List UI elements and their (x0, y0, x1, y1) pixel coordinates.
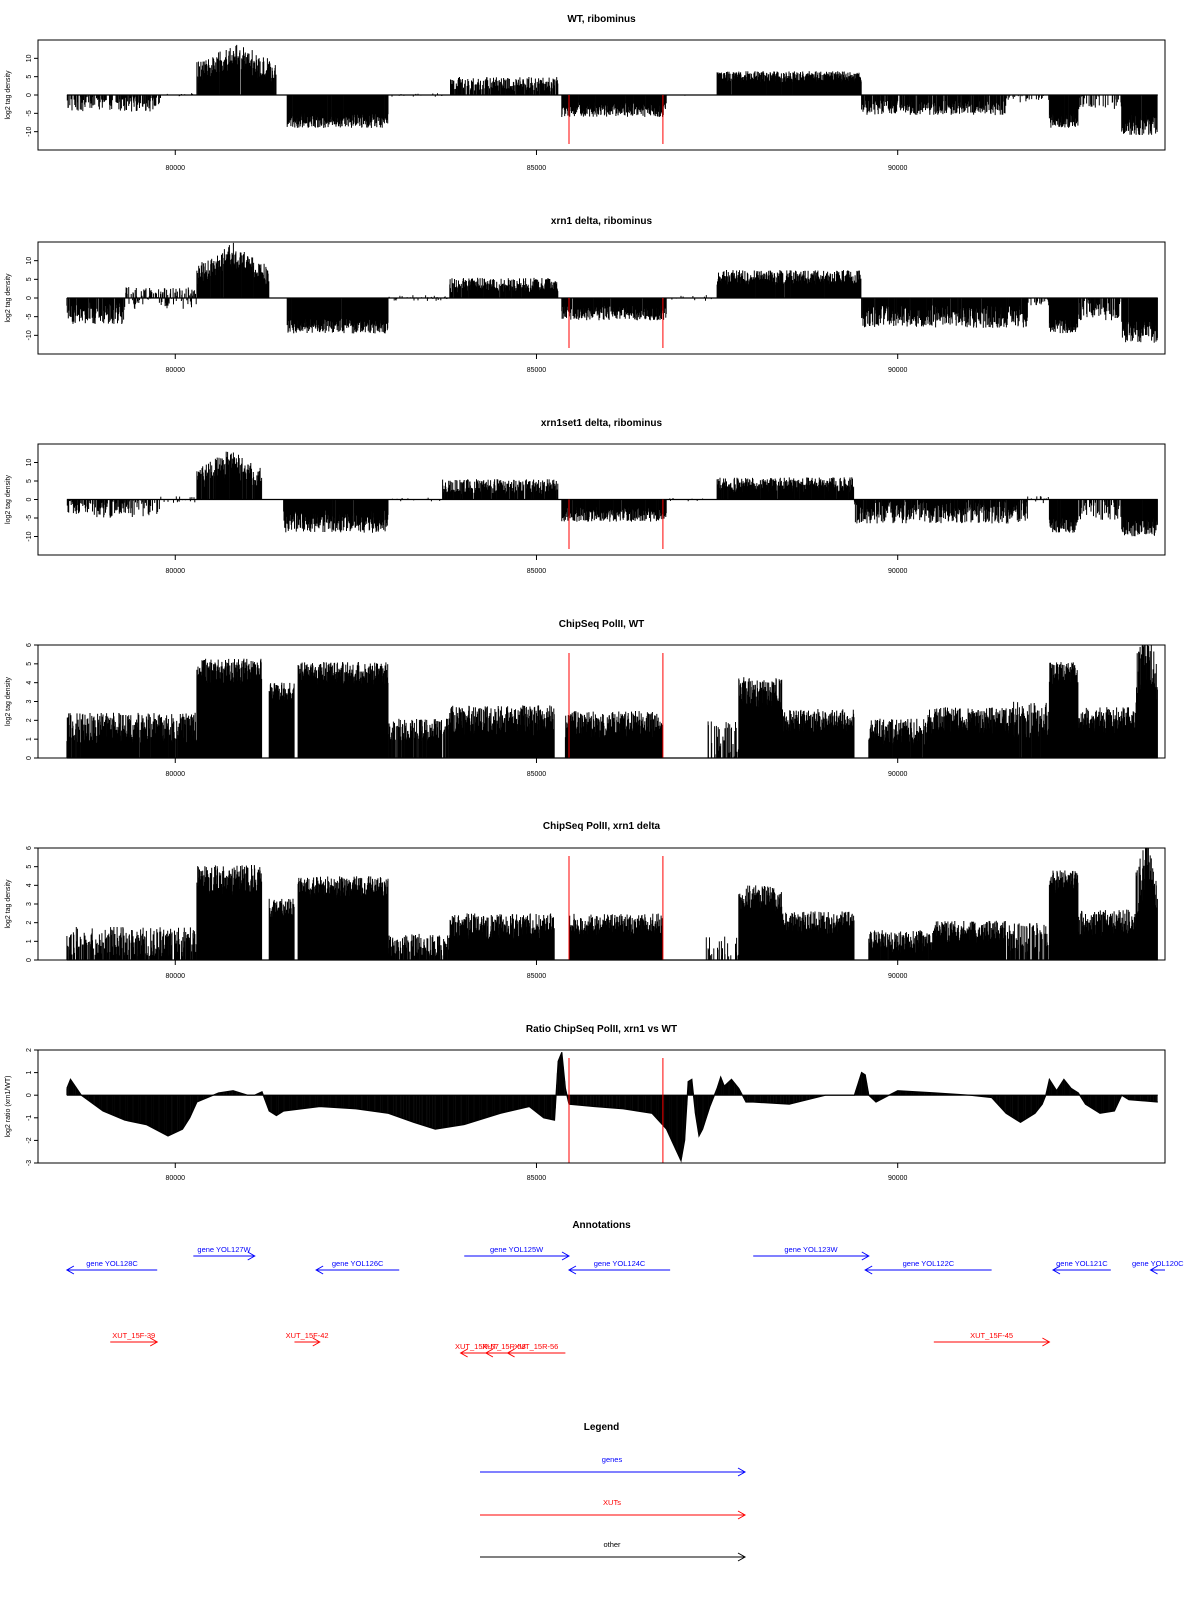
y-axis-label: log2 tag density (5, 70, 12, 120)
signal-region (450, 77, 559, 95)
y-tick-label: 5 (26, 277, 33, 281)
panel-title: xrn1set1 delta, ribominus (541, 418, 663, 429)
signal-region (449, 277, 559, 298)
panel-title: WT, ribominus (567, 14, 636, 25)
signal-bars (66, 451, 1158, 537)
signal-region (442, 479, 559, 500)
signal-region (1121, 95, 1158, 135)
signal-region (1121, 298, 1158, 343)
signal-region (1048, 95, 1079, 128)
x-tick-label: 85000 (527, 367, 547, 374)
signal-region (196, 242, 270, 298)
panel-title: xrn1 delta, ribominus (551, 216, 653, 227)
signal-region (716, 71, 862, 95)
panel-1: WT, ribominus 80000 85000 90000 10 5 0 -5 -10 log… (5, 14, 1166, 172)
signal-region (1048, 298, 1079, 334)
signal-region (286, 95, 389, 128)
signal-region (861, 298, 1028, 328)
x-tick-label: 80000 (166, 165, 186, 172)
x-tick-label: 90000 (888, 367, 908, 374)
signal-region (196, 451, 263, 500)
signal-region (561, 298, 667, 321)
signal-bars (66, 242, 1158, 343)
signal-region (66, 499, 160, 518)
panel-2: xrn1 delta, ribominus 80000 85000 90000 10 5 0… (5, 216, 1166, 374)
signal-bars (66, 44, 1158, 135)
signal-region (716, 270, 862, 298)
y-tick-label: 10 (26, 257, 33, 265)
signal-region (124, 287, 197, 309)
y-tick-label: 10 (26, 54, 33, 62)
y-tick-label: -10 (26, 127, 33, 137)
y-tick-label: -10 (26, 330, 33, 340)
y-tick-label: 0 (26, 296, 33, 300)
signal-region (286, 298, 389, 334)
signal-region (861, 95, 1007, 116)
signal-region (196, 44, 277, 95)
signal-region (66, 95, 161, 112)
x-tick-label: 80000 (166, 367, 186, 374)
x-tick-label: 90000 (888, 165, 908, 172)
x-tick-label: 85000 (527, 165, 547, 172)
y-tick-label: 0 (26, 93, 33, 97)
y-tick-label: -5 (26, 110, 33, 116)
y-tick-label: -5 (26, 313, 33, 319)
y-axis-label: log2 tag density (5, 273, 12, 323)
signal-region (561, 95, 667, 117)
signal-region (283, 499, 389, 533)
y-tick-label: 5 (26, 75, 33, 79)
signal-region (66, 298, 125, 324)
